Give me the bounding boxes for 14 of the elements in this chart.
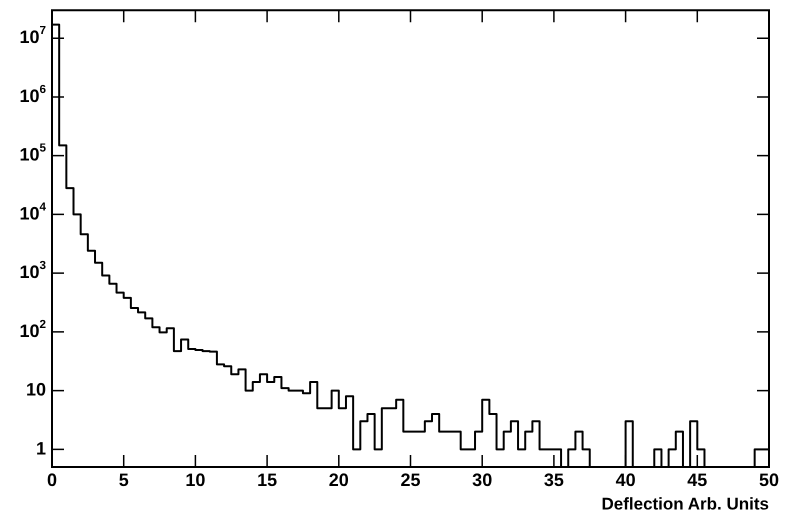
x-tick-label: 10 bbox=[185, 470, 206, 490]
x-tick-label: 5 bbox=[118, 470, 129, 490]
x-axis-title: Deflection Arb. Units bbox=[602, 494, 769, 514]
x-tick-label: 20 bbox=[328, 470, 349, 490]
x-tick-label: 15 bbox=[257, 470, 278, 490]
y-tick-label: 1 bbox=[36, 438, 46, 458]
x-tick-label: 45 bbox=[687, 470, 708, 490]
x-tick-label: 30 bbox=[472, 470, 492, 490]
x-tick-label: 50 bbox=[758, 470, 780, 490]
x-tick-label: 0 bbox=[46, 470, 58, 490]
x-tick-label: 25 bbox=[400, 470, 421, 490]
x-tick-label: 40 bbox=[616, 470, 636, 490]
y-tick-label: 10 bbox=[26, 380, 46, 400]
x-tick-label: 35 bbox=[544, 470, 564, 490]
